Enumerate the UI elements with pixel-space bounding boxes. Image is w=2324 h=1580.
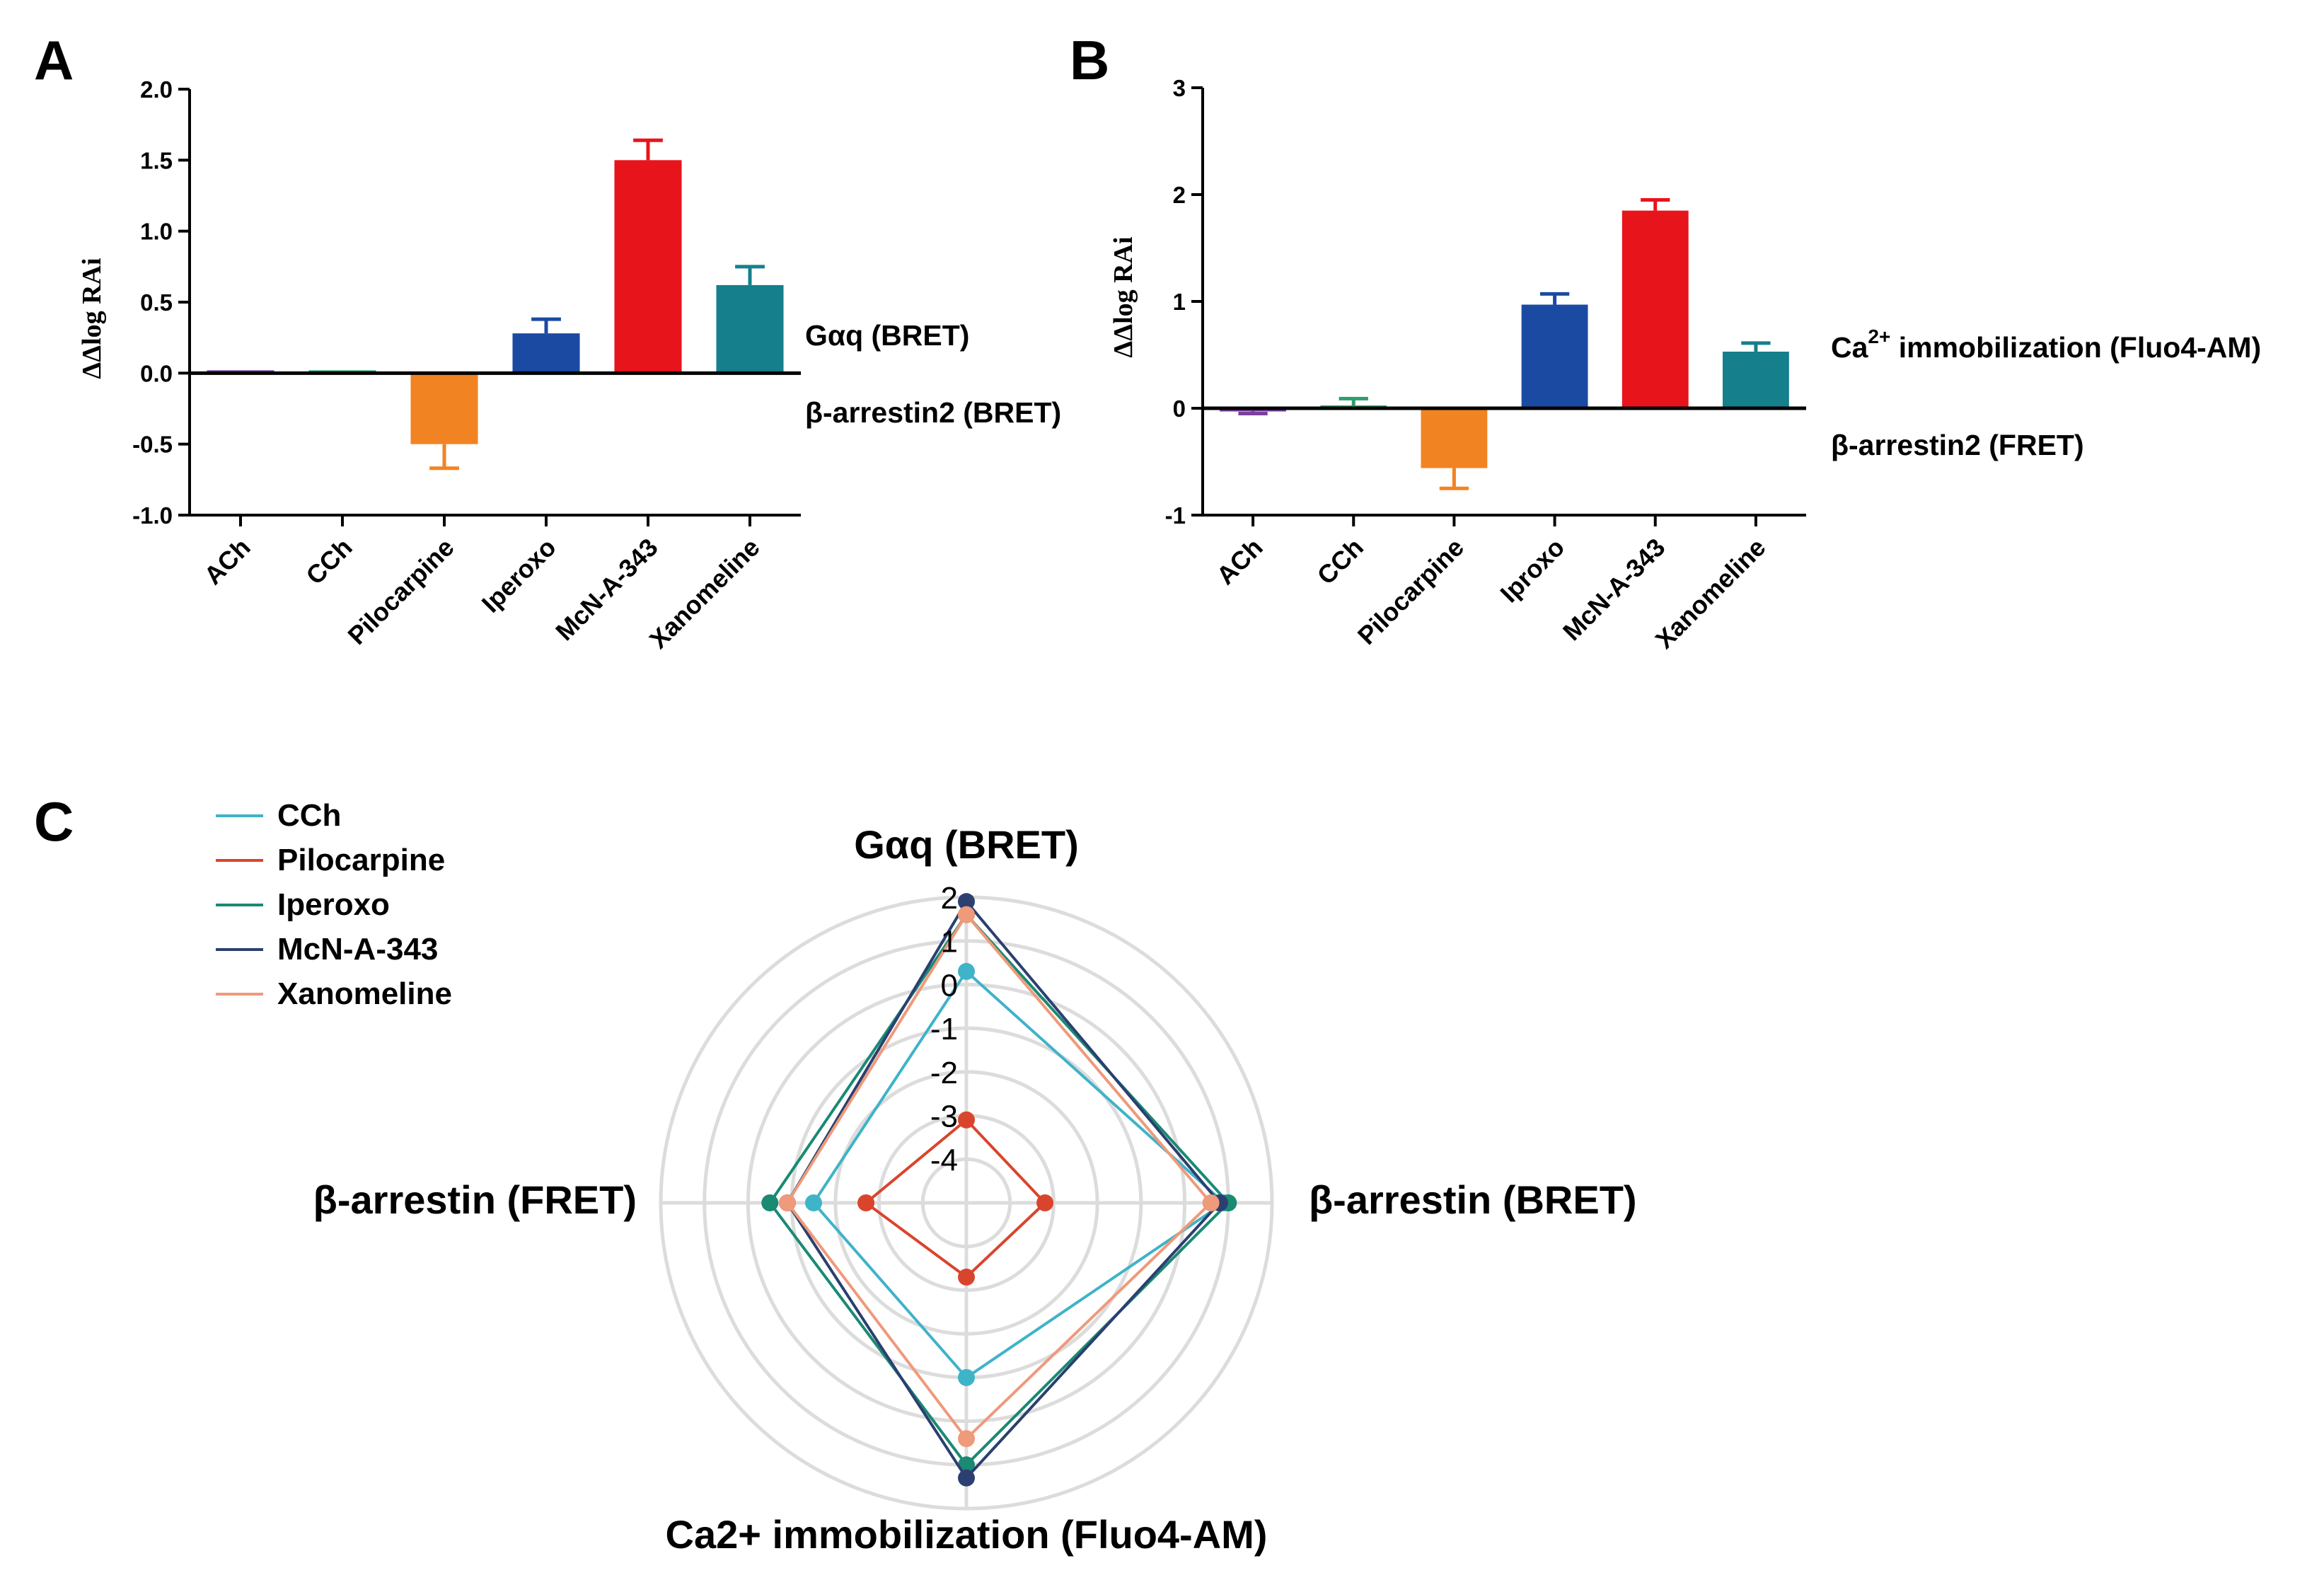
chart-b-top-label-main: Ca bbox=[1831, 331, 1869, 364]
chart-b-ylabel: ΔΔlog RAi bbox=[1109, 236, 1138, 357]
radar-tick-label: -3 bbox=[930, 1100, 958, 1134]
radar-axis-label: β-arrestin (BRET) bbox=[1309, 1177, 1637, 1222]
chart-a-category-label: Xanomeline bbox=[644, 533, 765, 655]
chart-b-ytick-label: 0 bbox=[1173, 396, 1186, 422]
chart-a-category-label: Iperoxo bbox=[476, 533, 562, 618]
chart-b-category-label: ACh bbox=[1210, 533, 1268, 590]
chart-b-ytick-label: 2 bbox=[1173, 182, 1186, 208]
legend-label: McN-A-343 bbox=[277, 932, 438, 967]
chart-b-top-label: Ca2+ immobilization (Fluo4-AM) bbox=[1831, 325, 2261, 364]
legend-label: CCh bbox=[277, 798, 341, 833]
chart-a-ytick-label: -1.0 bbox=[132, 502, 173, 529]
chart-b-bar bbox=[1421, 408, 1488, 468]
chart-c: 2 1 0 -1 -2 -3 -4 Gαq (BRET) β-arrestin (BRET) Ca… bbox=[216, 798, 1637, 1557]
chart-b-ytick-label: 1 bbox=[1173, 289, 1186, 315]
chart-a-ytick-label: 0.5 bbox=[140, 289, 173, 316]
chart-b-bar bbox=[1723, 351, 1789, 408]
radar-point bbox=[761, 1194, 779, 1211]
chart-a-ytick-label: 2.0 bbox=[140, 76, 173, 103]
radar-tick-label: 2 bbox=[941, 881, 958, 916]
chart-b-bottom-label: β-arrestin2 (FRET) bbox=[1831, 429, 2084, 461]
radar-point bbox=[958, 1268, 975, 1286]
radar-point bbox=[805, 1194, 822, 1211]
chart-a-bar bbox=[410, 373, 478, 444]
chart-b-category-label: CCh bbox=[1312, 533, 1369, 590]
chart-a-bar bbox=[716, 284, 784, 374]
chart-b-category-label: Pilocarpine bbox=[1352, 533, 1469, 650]
legend-label: Xanomeline bbox=[277, 976, 452, 1011]
chart-a-category-label: CCh bbox=[300, 533, 357, 590]
radar-axis-label: β-arrestin (FRET) bbox=[313, 1177, 637, 1222]
chart-a-ytick-label: 1.0 bbox=[140, 219, 173, 245]
radar-point bbox=[1036, 1194, 1054, 1211]
chart-a-ylabel: ΔΔlog RAi bbox=[77, 258, 107, 379]
chart-a-category-label: ACh bbox=[198, 533, 255, 590]
chart-a-bar bbox=[614, 160, 682, 374]
chart-b-bar bbox=[1521, 304, 1588, 408]
radar-point bbox=[778, 1194, 796, 1211]
chart-b-ytick-label: -1 bbox=[1165, 502, 1186, 529]
chart-a-ytick-label: -0.5 bbox=[132, 432, 173, 458]
chart-a: ΔΔlog RAi Gαq (BRET) β-arrestin2 (BRET) … bbox=[77, 76, 1061, 655]
chart-b-top-label-rest: immobilization (Fluo4-AM) bbox=[1890, 331, 2261, 364]
chart-a-ytick-label: 0.0 bbox=[140, 360, 173, 386]
radar-tick-label: -2 bbox=[930, 1056, 958, 1090]
radar-axis-label: Ca2+ immobilization (Fluo4-AM) bbox=[666, 1512, 1268, 1557]
radar-point bbox=[958, 893, 975, 911]
chart-b-top-label-sup: 2+ bbox=[1868, 325, 1890, 347]
chart-a-ytick-label: 1.5 bbox=[140, 147, 173, 173]
chart-b-ytick-label: 3 bbox=[1173, 75, 1186, 101]
radar-point bbox=[958, 1430, 975, 1448]
radar-point bbox=[1202, 1194, 1220, 1211]
chart-b: ΔΔlog RAi Ca2+ immobilization (Fluo4-AM)… bbox=[1109, 75, 2261, 655]
radar-tick-label: 1 bbox=[941, 925, 958, 959]
chart-b-category-label: Iproxo bbox=[1494, 533, 1570, 609]
chart-b-bar bbox=[1621, 210, 1689, 408]
radar-point bbox=[958, 962, 975, 980]
legend-label: Pilocarpine bbox=[277, 843, 445, 877]
panel-a-letter: A bbox=[34, 29, 74, 91]
chart-a-top-label: Gαq (BRET) bbox=[805, 319, 969, 352]
panel-c-letter: C bbox=[34, 790, 74, 853]
chart-a-bottom-label: β-arrestin2 (BRET) bbox=[805, 396, 1061, 429]
radar-axis-label: Gαq (BRET) bbox=[854, 822, 1079, 867]
radar-point bbox=[958, 1111, 975, 1129]
chart-a-category-label: Pilocarpine bbox=[342, 533, 459, 650]
radar-point bbox=[958, 1368, 975, 1386]
radar-tick-label: 0 bbox=[941, 968, 958, 1003]
panel-b-letter: B bbox=[1070, 29, 1109, 91]
legend-label: Iperoxo bbox=[277, 887, 390, 922]
radar-tick-label: -1 bbox=[930, 1012, 958, 1046]
radar-point bbox=[958, 1469, 975, 1487]
radar-point bbox=[958, 906, 975, 923]
radar-point bbox=[857, 1194, 875, 1211]
radar-tick-label: -4 bbox=[930, 1143, 958, 1177]
chart-a-bar bbox=[512, 333, 580, 374]
chart-a-category-label: McN-A-343 bbox=[550, 533, 664, 647]
